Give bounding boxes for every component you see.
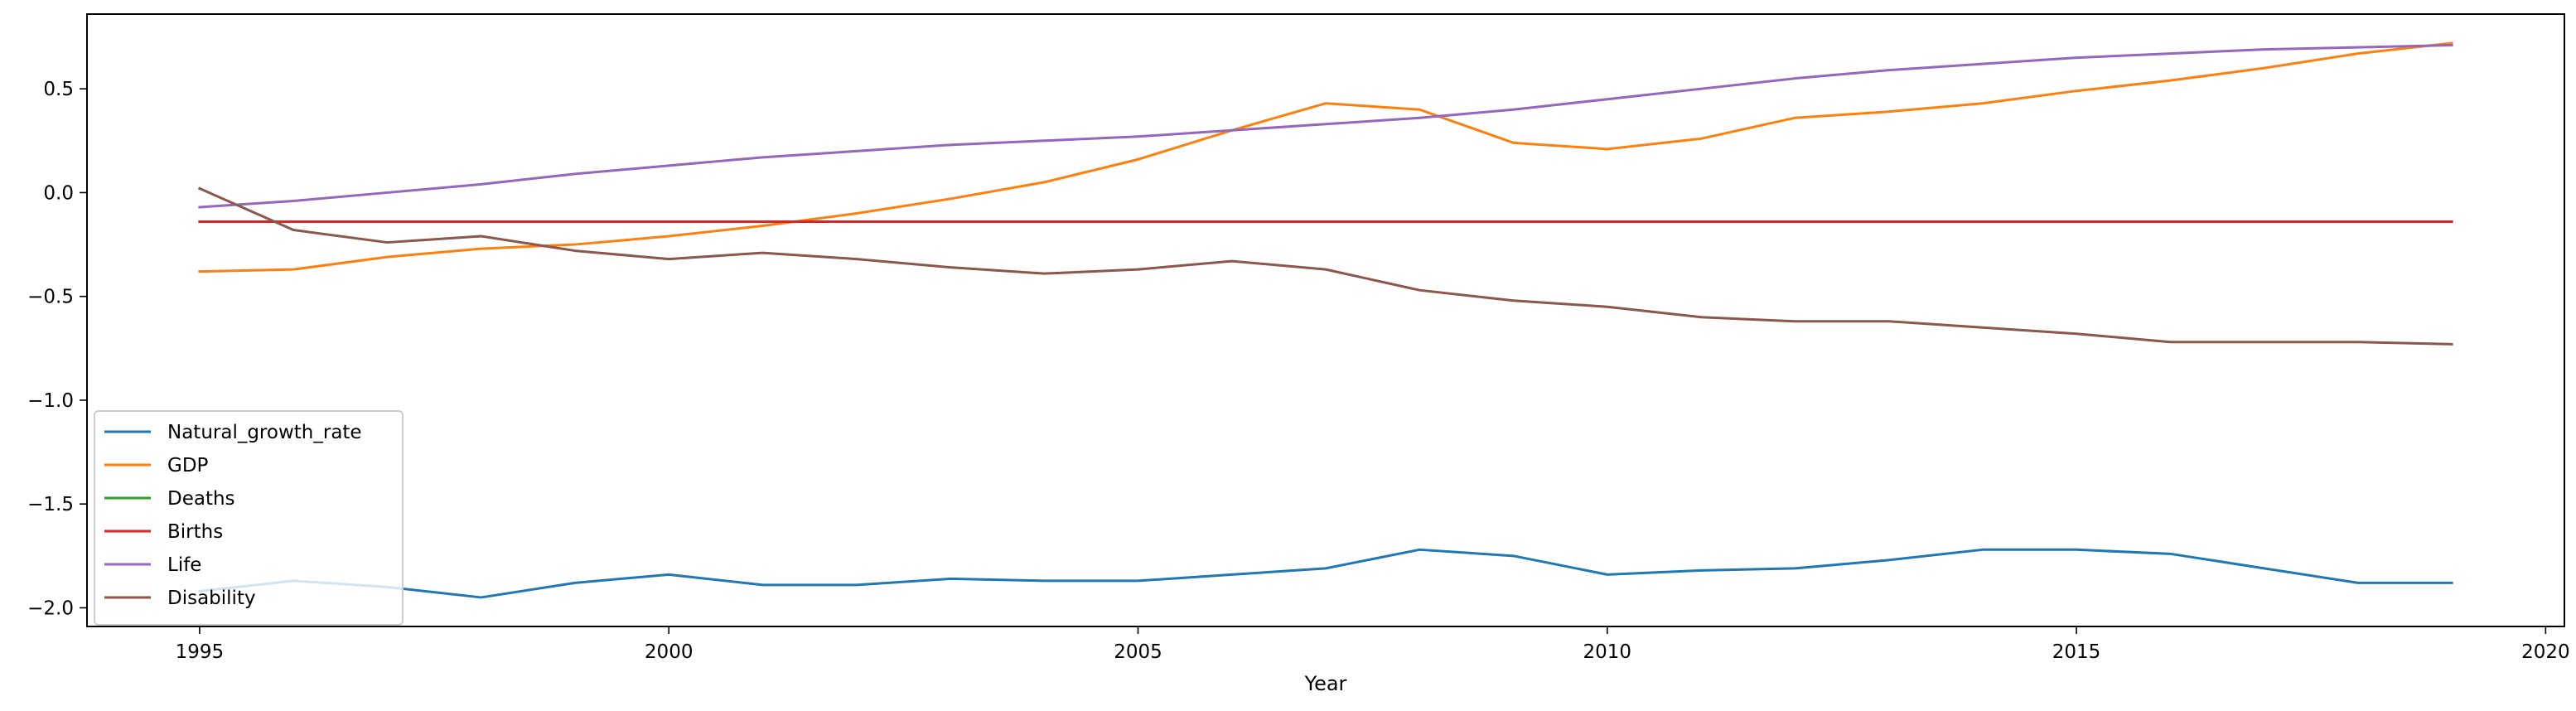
legend: Natural_growth_rate GDP Deaths Births Life Di… [94, 410, 404, 626]
legend-label-births: Births [167, 521, 223, 543]
plot-frame [86, 13, 2565, 627]
series-line-gdp [198, 41, 2453, 273]
legend-label-natural-growth-rate: Natural_growth_rate [167, 422, 362, 443]
legend-frame [94, 410, 404, 626]
x-tick-label: 2015 [2052, 641, 2101, 663]
x-tick-label: 2005 [1114, 641, 1162, 663]
y-tick-label: −1.0 [27, 390, 74, 412]
y-tick-label: −2.0 [27, 597, 74, 619]
series-line-life [198, 44, 2453, 209]
y-tick-label: 0.0 [43, 182, 74, 204]
series-line-disability [197, 186, 2453, 346]
legend-label-deaths: Deaths [167, 488, 235, 510]
x-axis-title: Year [1304, 672, 1347, 695]
x-axis: 1995 2000 2005 2010 2015 2020 [176, 626, 2570, 663]
x-tick-label: 2020 [2521, 641, 2570, 663]
y-axis: 0.5 0.0 −0.5 −1.0 −1.5 −2.0 [27, 79, 87, 619]
legend-label-life: Life [167, 554, 201, 576]
x-tick-label: 1995 [176, 641, 225, 663]
y-tick-label: −1.5 [27, 494, 74, 515]
y-tick-label: −0.5 [27, 287, 74, 308]
x-tick-label: 2000 [645, 641, 694, 663]
x-tick-label: 2010 [1583, 641, 1631, 663]
y-tick-label: 0.5 [43, 79, 74, 100]
series-layer [197, 41, 2453, 599]
series-line-natural-growth-rate [198, 548, 2453, 599]
legend-label-gdp: GDP [167, 455, 209, 476]
legend-label-disability: Disability [167, 588, 256, 609]
